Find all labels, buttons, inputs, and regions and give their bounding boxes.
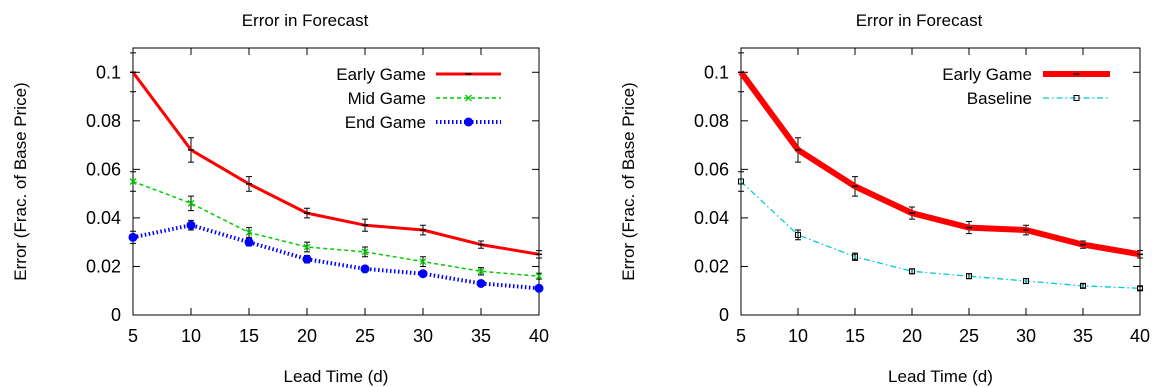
y-tick-label: 0.08: [86, 111, 121, 131]
data-point: [1080, 282, 1086, 289]
x-tick-label: 10: [788, 326, 808, 346]
data-point: [302, 254, 312, 264]
data-point: [534, 283, 544, 293]
x-tick-label: 30: [1016, 326, 1036, 346]
y-axis-label: Error (Frac. of Base Price): [11, 82, 30, 280]
data-point: [186, 220, 196, 230]
data-point: [1023, 278, 1029, 285]
data-point: [244, 237, 254, 247]
x-tick-label: 35: [471, 326, 491, 346]
series-early-game: [738, 52, 1143, 259]
y-axis-label: Error (Frac. of Base Price): [619, 82, 638, 280]
data-point: [852, 253, 858, 260]
y-tick-label: 0.04: [86, 208, 121, 228]
data-point: [909, 268, 915, 275]
legend-marker: [465, 94, 472, 102]
data-point: [129, 178, 137, 185]
data-point: [477, 267, 485, 275]
series-line: [132, 180, 540, 277]
series-early-game: [130, 52, 542, 259]
y-tick-label: 0.06: [86, 159, 121, 179]
chart-2: Error in Forecast 0 0.02 0.04 0.06 0.08 0.1 5 10…: [619, 11, 1150, 386]
plot-frame: [740, 47, 1141, 316]
y-tick-label: 0.02: [86, 256, 121, 276]
series-line: [132, 223, 540, 291]
legend-label: End Game: [345, 113, 426, 132]
chart-title: Error in Forecast: [242, 11, 369, 30]
x-tick-label: 25: [355, 326, 375, 346]
x-axis-label: Lead Time (d): [284, 367, 389, 386]
x-tick-label: 15: [845, 326, 865, 346]
data-point: [187, 199, 195, 207]
data-point: [361, 248, 369, 256]
data-point: [795, 231, 801, 238]
y-tick-label: 0: [719, 305, 729, 325]
legend-label: Baseline: [967, 89, 1032, 108]
data-point: [303, 243, 311, 251]
data-point: [360, 264, 370, 274]
x-tick-label: 15: [239, 326, 259, 346]
y-tick-label: 0.04: [694, 208, 729, 228]
data-point: [535, 272, 543, 280]
y-tick-label: 0.1: [704, 62, 729, 82]
y-tick-label: 0.1: [96, 62, 121, 82]
x-tick-label: 40: [1130, 326, 1150, 346]
legend-marker: [1073, 95, 1080, 101]
legend-label: Mid Game: [348, 89, 426, 108]
x-tick-label: 40: [529, 326, 549, 346]
y-tick-label: 0.02: [694, 256, 729, 276]
x-tick-label: 10: [181, 326, 201, 346]
series-baseline: [738, 171, 1143, 292]
x-tick-label: 25: [959, 326, 979, 346]
legend-marker: [464, 117, 473, 127]
legend-label: Early Game: [336, 65, 426, 84]
legend-label: Early Game: [942, 65, 1032, 84]
y-tick-label: 0.06: [694, 159, 729, 179]
series-end-game: [128, 219, 544, 293]
data-point: [966, 273, 972, 280]
x-tick-label: 20: [902, 326, 922, 346]
chart-1: Error in Forecast 0 0.02 0.04 0.06 0.08 0.1 5 10…: [11, 11, 549, 386]
x-tick-label: 35: [1073, 326, 1093, 346]
error-bar: [795, 229, 801, 241]
y-tick-label: 0.08: [694, 111, 729, 131]
series-mid-game: [129, 171, 543, 280]
data-point: [419, 258, 427, 266]
x-axis-label: Lead Time (d): [888, 367, 993, 386]
data-point: [128, 232, 138, 242]
x-tick-label: 20: [297, 326, 317, 346]
x-tick-label: 5: [736, 326, 746, 346]
x-tick-label: 5: [128, 326, 138, 346]
series-line: [740, 181, 1141, 289]
data-point: [738, 178, 744, 185]
data-point: [476, 278, 486, 288]
data-point: [418, 269, 428, 279]
y-tick-label: 0: [111, 305, 121, 325]
series-line: [738, 70, 1141, 258]
data-point: [1137, 285, 1143, 292]
chart-title: Error in Forecast: [856, 11, 983, 30]
series-line: [131, 71, 540, 256]
x-tick-label: 30: [413, 326, 433, 346]
data-point: [245, 229, 253, 236]
